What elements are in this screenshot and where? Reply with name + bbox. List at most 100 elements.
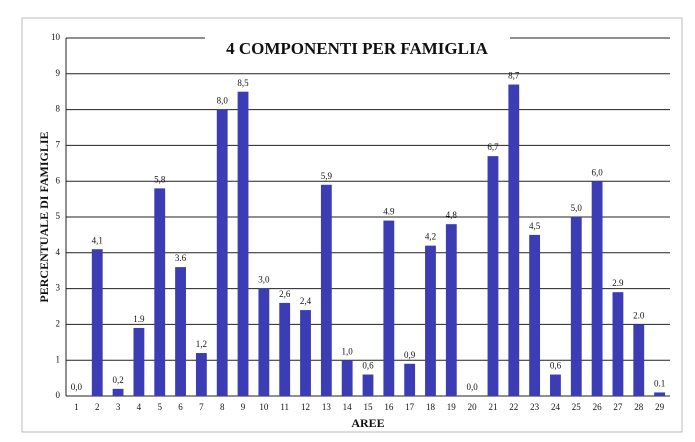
y-tick-label: 7 xyxy=(56,139,61,149)
bar xyxy=(445,224,457,396)
y-tick-label: 10 xyxy=(51,32,61,42)
data-label: 1,2 xyxy=(196,339,207,349)
data-label: 0,9 xyxy=(404,350,416,360)
y-tick-label: 5 xyxy=(56,211,61,221)
data-label: 0,0 xyxy=(467,382,479,392)
x-tick-label: 19 xyxy=(447,402,457,412)
y-axis-label: PERCENTUALE DI FAMIGLIE xyxy=(37,131,51,302)
bar xyxy=(383,220,395,396)
bar xyxy=(237,91,249,396)
y-tick-label: 2 xyxy=(56,318,61,328)
y-tick-label: 8 xyxy=(56,104,61,114)
bar xyxy=(195,353,207,396)
data-label: 5,9 xyxy=(321,171,333,181)
bar xyxy=(633,324,645,396)
x-tick-label: 24 xyxy=(551,402,561,412)
bar xyxy=(175,267,186,396)
data-label: 2,4 xyxy=(300,296,312,306)
data-label: 3.6 xyxy=(175,253,187,263)
bar xyxy=(508,84,520,396)
x-tick-label: 8 xyxy=(220,402,225,412)
y-tick-label: 3 xyxy=(56,283,61,293)
x-tick-label: 14 xyxy=(343,402,353,412)
bar xyxy=(487,156,499,396)
y-tick-label: 0 xyxy=(56,390,61,400)
data-label: 0,6 xyxy=(362,361,374,371)
data-label: 0,2 xyxy=(112,375,123,385)
bar xyxy=(612,292,624,396)
x-tick-label: 9 xyxy=(241,402,246,412)
x-tick-label: 22 xyxy=(509,402,518,412)
x-tick-label: 3 xyxy=(116,402,121,412)
data-label: 0.1 xyxy=(654,378,665,388)
y-tick-label: 9 xyxy=(56,68,61,78)
data-label: 2.0 xyxy=(633,310,645,320)
data-label: 3,0 xyxy=(258,275,270,285)
x-tick-label: 17 xyxy=(405,402,415,412)
bar xyxy=(300,310,311,396)
bar xyxy=(320,184,332,396)
data-label: 2.9 xyxy=(612,278,624,288)
x-tick-label: 20 xyxy=(468,402,478,412)
data-label: 8,5 xyxy=(237,78,249,88)
x-tick-label: 28 xyxy=(634,402,644,412)
data-label: 5,8 xyxy=(154,174,166,184)
x-tick-label: 13 xyxy=(322,402,332,412)
y-tick-label: 4 xyxy=(56,247,61,257)
data-label: 4,1 xyxy=(92,235,103,245)
data-label: 8,0 xyxy=(217,96,229,106)
bar xyxy=(216,109,228,396)
x-tick-label: 6 xyxy=(178,402,183,412)
data-label: 5,0 xyxy=(571,203,583,213)
x-tick-label: 4 xyxy=(137,402,142,412)
data-label: 8,7 xyxy=(508,71,520,81)
data-label: 4,5 xyxy=(529,221,541,231)
x-tick-label: 23 xyxy=(530,402,540,412)
bar xyxy=(341,360,353,396)
x-axis-label: AREE xyxy=(351,416,384,430)
x-tick-label: 16 xyxy=(384,402,394,412)
data-label: 4,8 xyxy=(446,210,458,220)
bar xyxy=(133,327,145,396)
x-tick-label: 12 xyxy=(301,402,310,412)
data-label: 0,0 xyxy=(71,382,83,392)
bar xyxy=(550,374,561,396)
x-tick-label: 26 xyxy=(593,402,603,412)
bar xyxy=(425,245,436,396)
data-label: 4.9 xyxy=(383,207,395,217)
x-tick-label: 18 xyxy=(426,402,436,412)
x-tick-label: 7 xyxy=(199,402,204,412)
x-tick-label: 29 xyxy=(655,402,665,412)
bar xyxy=(279,302,291,396)
data-label: 4,2 xyxy=(425,232,436,242)
bar xyxy=(404,363,416,396)
data-label: 6,7 xyxy=(487,142,499,152)
x-tick-label: 1 xyxy=(74,402,79,412)
x-tick-label: 21 xyxy=(488,402,497,412)
bar xyxy=(529,234,541,396)
bar xyxy=(591,181,603,396)
data-label: 1.9 xyxy=(133,314,145,324)
title-box xyxy=(205,36,510,62)
x-tick-label: 2 xyxy=(95,402,100,412)
x-tick-label: 10 xyxy=(259,402,269,412)
x-tick-label: 15 xyxy=(364,402,374,412)
chart-title: 4 COMPONENTI PER FAMIGLIA xyxy=(226,39,488,58)
x-tick-label: 27 xyxy=(613,402,623,412)
x-tick-label: 11 xyxy=(280,402,289,412)
bar xyxy=(91,249,103,396)
bar xyxy=(362,374,374,396)
bar xyxy=(154,188,166,396)
bar xyxy=(570,217,582,396)
data-label: 6,0 xyxy=(591,167,603,177)
x-tick-label: 25 xyxy=(572,402,582,412)
y-tick-label: 1 xyxy=(56,354,61,364)
bar xyxy=(654,392,666,396)
y-tick-label: 6 xyxy=(56,175,61,185)
bar xyxy=(112,388,124,396)
bar xyxy=(258,288,270,396)
data-label: 0,6 xyxy=(550,361,562,371)
data-label: 2,6 xyxy=(279,289,291,299)
data-label: 1,0 xyxy=(342,346,354,356)
